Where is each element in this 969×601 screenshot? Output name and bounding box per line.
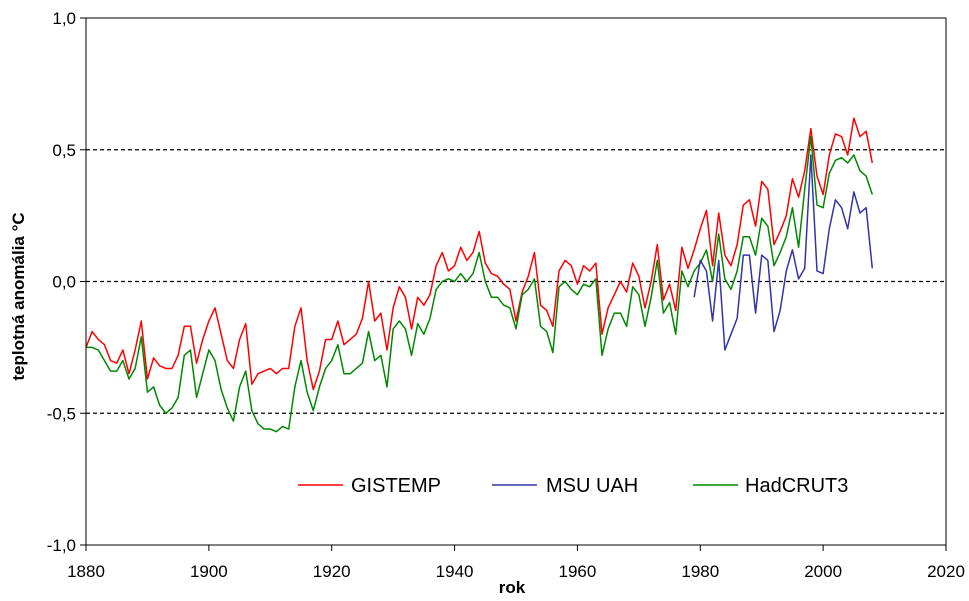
x-axis-title: rok [499, 578, 526, 597]
series-line-gistemp [85, 117, 874, 391]
x-tick-label: 1960 [559, 562, 597, 581]
x-tick-label: 2020 [927, 562, 965, 581]
series-line-msu-uah [693, 154, 874, 351]
y-tick-label: 0,0 [52, 273, 76, 292]
series-line-hadcrut3 [86, 135, 874, 433]
legend: GISTEMP MSU UAH HadCRUT3 [298, 475, 848, 497]
x-tick-label: 1880 [67, 562, 105, 581]
grid-lines [86, 149, 946, 414]
x-tick-label: 1980 [681, 562, 719, 581]
legend-label: GISTEMP [351, 475, 441, 497]
x-tick-label: 1920 [313, 562, 351, 581]
y-tick-label: 1,0 [52, 9, 76, 28]
y-tick-label: -0,5 [47, 404, 76, 423]
y-axis: -1,0 -0,5 0,0 0,5 1,0 [47, 9, 86, 555]
y-tick-label: 0,5 [52, 141, 76, 160]
x-tick-label: 2000 [804, 562, 842, 581]
series-lines [85, 117, 874, 433]
legend-label: MSU UAH [546, 475, 638, 497]
y-axis-title: teplotná anomália °C [9, 212, 28, 380]
y-tick-label: -1,0 [47, 536, 76, 555]
legend-label: HadCRUT3 [745, 475, 848, 497]
x-tick-label: 1900 [190, 562, 228, 581]
x-axis: 1880 1900 1920 1940 1960 1980 2000 2020 [67, 545, 965, 581]
x-tick-label: 1940 [436, 562, 474, 581]
